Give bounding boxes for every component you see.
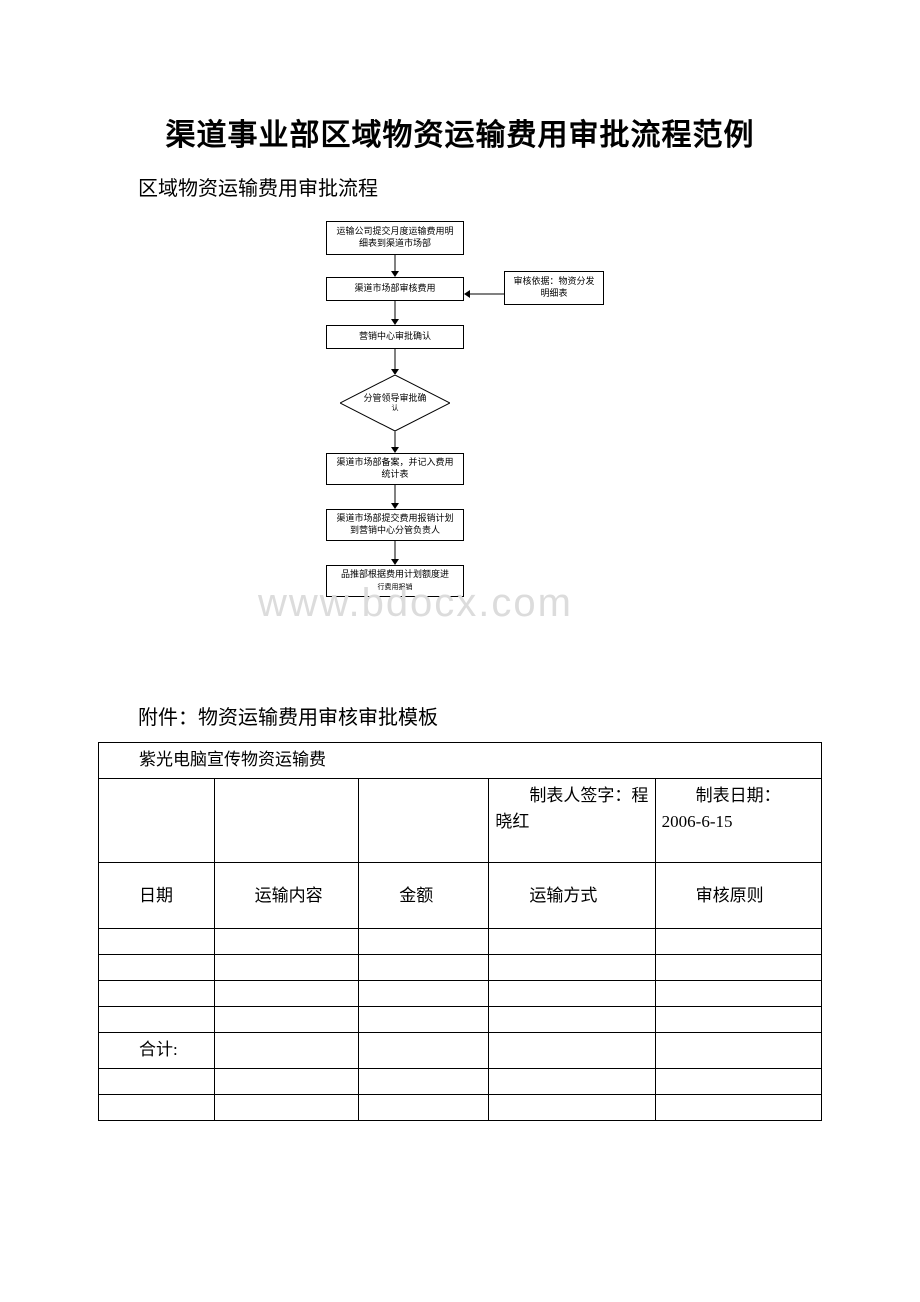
flowchart: 运输公司提交月度运输费用明细表到渠道市场部渠道市场部审核费用审核依据：物资分发明… (290, 221, 630, 641)
flow-arrow (464, 285, 504, 303)
empty-cell (214, 1095, 359, 1121)
empty-cell (214, 955, 359, 981)
table-row (99, 1069, 822, 1095)
table-sum-row: 合计: (99, 1033, 822, 1069)
page-subtitle: 区域物资运输费用审批流程 (98, 172, 822, 201)
table-header-row: 日期 运输内容 金额 运输方式 审核原则 (99, 863, 822, 929)
empty-cell (655, 981, 821, 1007)
table-info-row: 制表人签字：程晓红 制表日期：2006-6-15 (99, 779, 822, 863)
empty-cell (489, 1007, 655, 1033)
col-header: 运输方式 (489, 863, 655, 929)
empty-cell (655, 1007, 821, 1033)
empty-cell (214, 981, 359, 1007)
flow-arrow (391, 301, 399, 330)
empty-cell (359, 981, 489, 1007)
date-cell: 制表日期：2006-6-15 (655, 779, 821, 863)
empty-cell (99, 1095, 215, 1121)
empty-cell (489, 929, 655, 955)
attachment-label: 附件：物资运输费用审核审批模板 (98, 701, 822, 730)
flow-arrow (391, 485, 399, 514)
empty-cell (655, 1069, 821, 1095)
sum-label-cell: 合计: (99, 1033, 215, 1069)
empty-cell (489, 1069, 655, 1095)
approval-template-table: 紫光电脑宣传物资运输费 制表人签字：程晓红 制表日期：2006-6-15 日期 … (98, 742, 822, 1121)
table-row (99, 981, 822, 1007)
empty-cell (99, 929, 215, 955)
table-row (99, 1095, 822, 1121)
page-title: 渠道事业部区域物资运输费用审批流程范例 (98, 110, 822, 154)
empty-cell (359, 929, 489, 955)
empty-cell (489, 981, 655, 1007)
col-header: 金额 (359, 863, 489, 929)
empty-cell (214, 1069, 359, 1095)
empty-cell (359, 1069, 489, 1095)
empty-cell (489, 1033, 655, 1069)
flow-arrow (391, 541, 399, 570)
col-header: 日期 (99, 863, 215, 929)
col-header: 运输内容 (214, 863, 359, 929)
empty-cell (214, 1007, 359, 1033)
flow-decision-node: 分管领导审批确认 (340, 375, 450, 431)
empty-cell (214, 1033, 359, 1069)
empty-cell (489, 955, 655, 981)
empty-cell (359, 1095, 489, 1121)
empty-cell (214, 779, 359, 863)
table-row (99, 955, 822, 981)
empty-cell (99, 779, 215, 863)
empty-cell (359, 779, 489, 863)
empty-cell (359, 1033, 489, 1069)
empty-cell (655, 929, 821, 955)
empty-cell (99, 955, 215, 981)
flow-node: 运输公司提交月度运输费用明细表到渠道市场部 (326, 221, 464, 255)
flow-arrow (391, 431, 399, 458)
empty-cell (655, 955, 821, 981)
flowchart-container: 运输公司提交月度运输费用明细表到渠道市场部渠道市场部审核费用审核依据：物资分发明… (98, 221, 822, 641)
table-title-row: 紫光电脑宣传物资运输费 (99, 743, 822, 779)
table-row (99, 1007, 822, 1033)
empty-cell (655, 1033, 821, 1069)
empty-cell (99, 1069, 215, 1095)
empty-cell (489, 1095, 655, 1121)
empty-cell (214, 929, 359, 955)
flow-arrow (391, 255, 399, 282)
col-header: 审核原则 (655, 863, 821, 929)
empty-cell (359, 955, 489, 981)
empty-cell (99, 981, 215, 1007)
flow-node: 审核依据：物资分发明细表 (504, 271, 604, 305)
preparer-cell: 制表人签字：程晓红 (489, 779, 655, 863)
empty-cell (655, 1095, 821, 1121)
table-title-cell: 紫光电脑宣传物资运输费 (99, 743, 822, 779)
flow-arrow (391, 349, 399, 380)
table-row (99, 929, 822, 955)
empty-cell (359, 1007, 489, 1033)
empty-cell (99, 1007, 215, 1033)
